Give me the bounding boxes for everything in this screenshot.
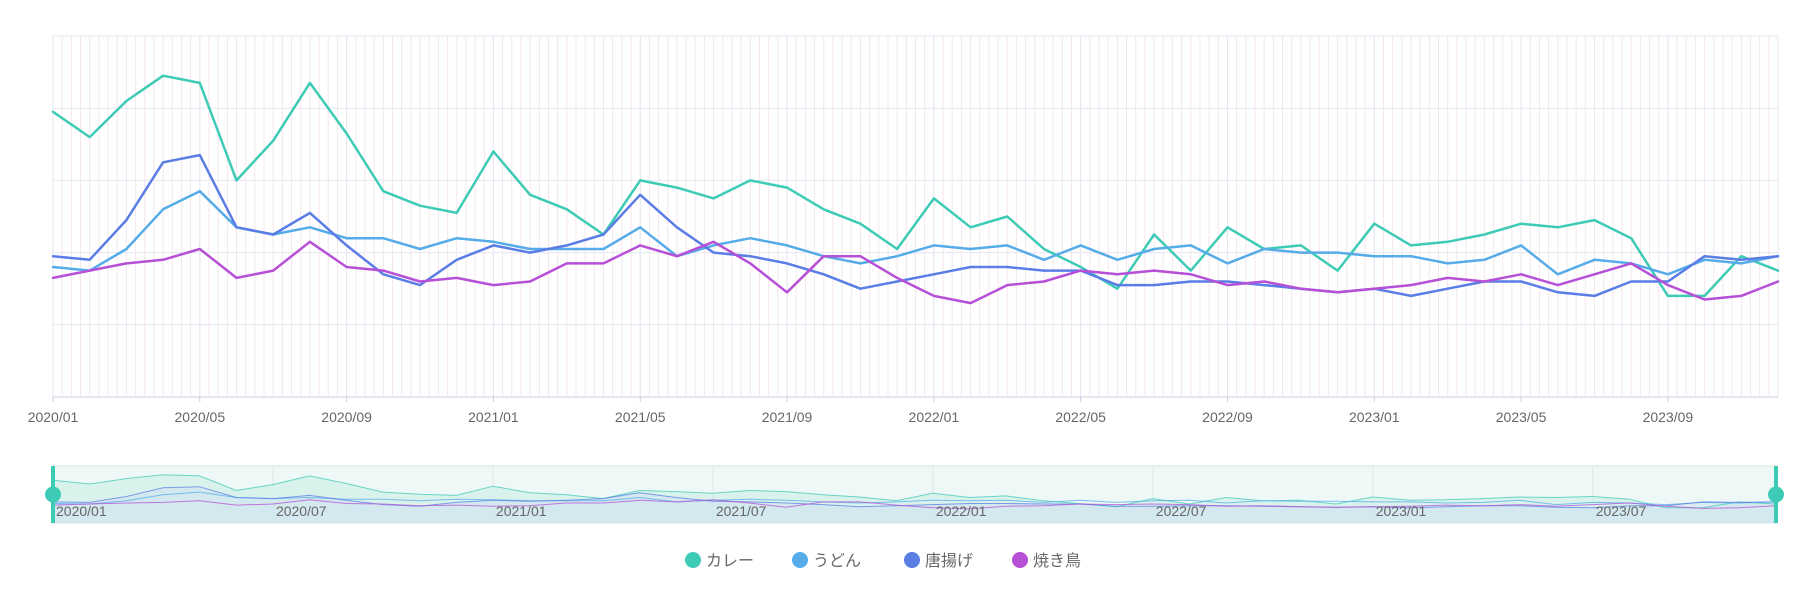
legend-item-4[interactable]: 焼き鳥 <box>1012 551 1081 570</box>
x-tick-label: 2023/09 <box>1643 409 1694 425</box>
x-tick-label: 2022/01 <box>909 409 960 425</box>
legend-marker <box>792 552 808 568</box>
x-tick-label: 2022/09 <box>1202 409 1253 425</box>
slider-tick-label: 2020/01 <box>56 503 107 519</box>
legend-item-1[interactable]: カレー <box>685 551 754 570</box>
slider-tick-label: 2020/07 <box>276 503 327 519</box>
slider-series-line-1 <box>52 474 1777 509</box>
series-line-1 <box>51 74 1780 298</box>
legend-item-3[interactable]: 唐揚げ <box>904 551 973 570</box>
legend-label: 唐揚げ <box>925 551 973 570</box>
slider-right-handle[interactable] <box>1768 486 1784 503</box>
slider-tick-label: 2023/01 <box>1376 503 1427 519</box>
legend-marker <box>1012 552 1028 568</box>
x-tick-labels: 2020/01 2020/05 2020/09 2021/01 2021/05 2021/… <box>28 409 1694 425</box>
minor-grid <box>52 36 1779 397</box>
legend-label: うどん <box>813 551 861 570</box>
x-tick-label: 2022/05 <box>1055 409 1106 425</box>
slider-tick-label: 2023/07 <box>1596 503 1647 519</box>
x-tick-label: 2020/05 <box>175 409 226 425</box>
x-tick-label: 2020/01 <box>28 409 79 425</box>
x-tick-label: 2021/09 <box>762 409 813 425</box>
legend-marker <box>685 552 701 568</box>
x-tick-label: 2021/05 <box>615 409 666 425</box>
slider-series-line-4 <box>52 499 1777 510</box>
series-lines <box>51 74 1780 305</box>
x-axis <box>52 36 1778 402</box>
legend: カレー うどん 唐揚げ 焼き鳥 <box>685 551 1081 570</box>
slider-tick-label: 2022/07 <box>1156 503 1207 519</box>
slider-left-handle[interactable] <box>45 486 61 503</box>
legend-label: 焼き鳥 <box>1033 551 1081 570</box>
x-tick-label: 2021/01 <box>468 409 519 425</box>
slider-series-line-2 <box>52 491 1777 506</box>
x-tick-label: 2023/05 <box>1496 409 1547 425</box>
slider-tick-label: 2022/01 <box>936 503 987 519</box>
legend-label: カレー <box>706 551 754 570</box>
legend-marker <box>904 552 920 568</box>
legend-item-2[interactable]: うどん <box>792 551 861 570</box>
slider-area <box>53 486 1776 523</box>
slider-tick-label: 2021/07 <box>716 503 767 519</box>
x-tick-label: 2023/01 <box>1349 409 1400 425</box>
series-line-4 <box>51 240 1780 305</box>
x-tick-label: 2020/09 <box>321 409 372 425</box>
data-zoom-slider[interactable]: 2020/01 2020/07 2021/01 2021/07 2022/01 2022/… <box>45 465 1784 524</box>
slider-tick-label: 2021/01 <box>496 503 547 519</box>
series-line-2 <box>51 189 1780 276</box>
